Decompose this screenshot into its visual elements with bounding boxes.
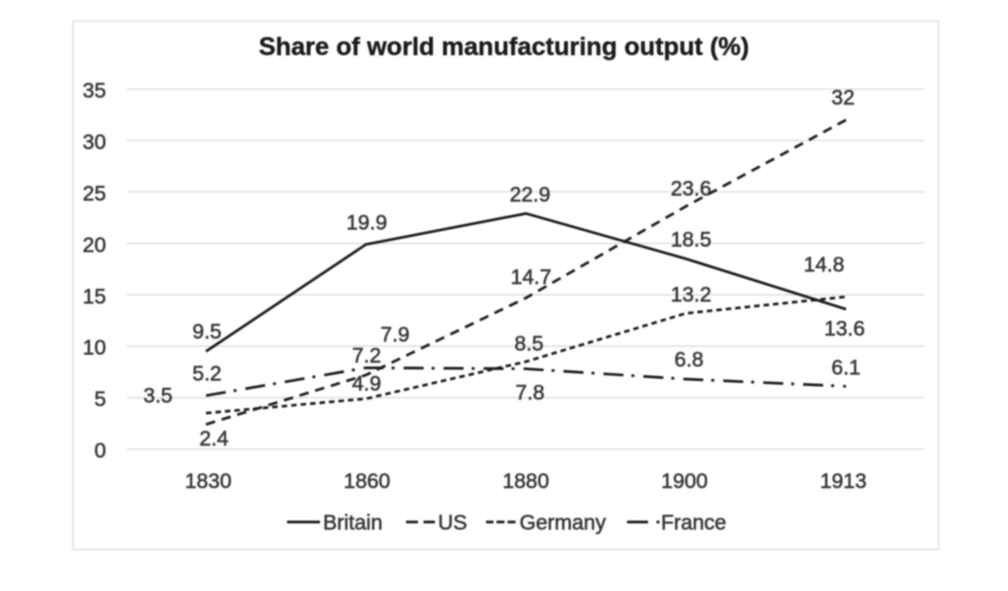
svg-text:14.8: 14.8 [804,254,845,277]
svg-text:2.4: 2.4 [199,428,229,451]
svg-text:9.5: 9.5 [192,321,221,344]
svg-text:4.9: 4.9 [352,373,381,396]
svg-text:19.9: 19.9 [346,212,387,235]
svg-text:0: 0 [94,440,106,463]
svg-text:Germany: Germany [520,512,607,535]
svg-text:20: 20 [83,234,106,257]
svg-text:5.2: 5.2 [192,363,221,386]
svg-text:7.2: 7.2 [352,345,381,368]
svg-text:3.5: 3.5 [143,385,172,408]
svg-text:1880: 1880 [502,470,549,493]
svg-text:5: 5 [94,388,106,411]
svg-text:30: 30 [83,131,106,154]
svg-text:22.9: 22.9 [510,184,551,207]
svg-text:14.7: 14.7 [511,266,552,289]
svg-text:7.9: 7.9 [380,324,409,347]
svg-text:1900: 1900 [661,470,708,493]
svg-text:1860: 1860 [344,470,391,493]
svg-text:35: 35 [83,80,106,103]
svg-text:Britain: Britain [323,512,383,535]
svg-text:US: US [438,512,467,535]
svg-text:32: 32 [831,87,854,110]
svg-text:15: 15 [83,285,106,308]
svg-text:8.5: 8.5 [514,333,543,356]
svg-text:23.6: 23.6 [671,178,712,201]
svg-text:1830: 1830 [185,470,232,493]
svg-text:Share of world manufacturing o: Share of world manufacturing output (%) [259,33,749,61]
svg-text:7.8: 7.8 [515,382,544,405]
svg-text:6.1: 6.1 [831,357,860,380]
svg-text:6.8: 6.8 [674,349,703,372]
svg-text:25: 25 [83,182,106,205]
svg-text:10: 10 [83,337,106,360]
svg-text:1913: 1913 [820,470,867,493]
svg-text:13.2: 13.2 [671,284,712,307]
svg-text:13.6: 13.6 [824,318,865,341]
svg-text:France: France [661,512,726,535]
svg-text:18.5: 18.5 [671,229,712,252]
